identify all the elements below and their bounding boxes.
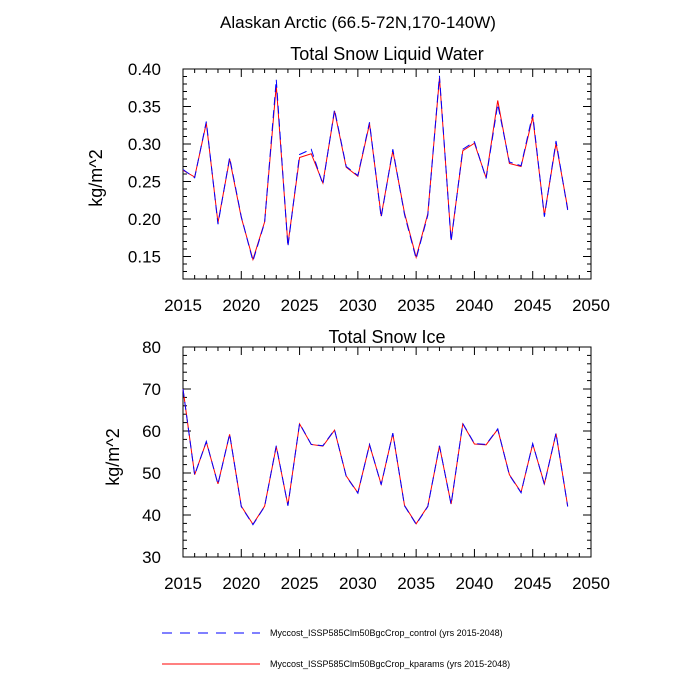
x-tick-label: 2020: [222, 296, 260, 315]
x-tick-label: 2050: [572, 574, 610, 593]
plot-frame: [182, 346, 592, 558]
y-tick-label: 40: [142, 506, 161, 525]
x-tick-label: 2025: [281, 574, 319, 593]
y-tick-label: 0.35: [128, 98, 161, 117]
x-tick-label: 2015: [164, 574, 202, 593]
x-tick-label: 2015: [164, 296, 202, 315]
series-lines: [182, 75, 569, 263]
x-tick-label: 2020: [222, 574, 260, 593]
y-tick-label: 0.20: [128, 210, 161, 229]
series-line-control: [182, 75, 569, 263]
figure-title: Alaskan Arctic (66.5-72N,170-140W): [220, 13, 496, 32]
x-tick-label: 2035: [397, 574, 435, 593]
tick-marks: [182, 346, 592, 558]
tick-labels: 2015 2020 2025 2030 2035 2040 2045 2050 30 40 50 60…: [142, 338, 610, 593]
chart-title: Total Snow Ice: [328, 327, 445, 347]
y-tick-label: 0.25: [128, 173, 161, 192]
legend: Myccost_ISSP585Clm50BgcCrop_control (yrs…: [162, 628, 510, 669]
y-tick-label: 50: [142, 464, 161, 483]
y-tick-label: 70: [142, 380, 161, 399]
x-tick-label: 2045: [514, 296, 552, 315]
x-tick-label: 2045: [514, 574, 552, 593]
legend-label-kparams: Myccost_ISSP585Clm50BgcCrop_kparams (yrs…: [270, 659, 510, 669]
series-lines: [182, 388, 569, 526]
legend-label-control: Myccost_ISSP585Clm50BgcCrop_control (yrs…: [270, 628, 503, 638]
legend-item-kparams: Myccost_ISSP585Clm50BgcCrop_kparams (yrs…: [162, 659, 510, 669]
y-tick-label: 0.30: [128, 135, 161, 154]
legend-item-control: Myccost_ISSP585Clm50BgcCrop_control (yrs…: [162, 628, 503, 638]
series-line-control: [182, 388, 569, 526]
chart-panel-snow-liquid-water: Total Snow Liquid Water kg/m^2 2015 2020 2…: [86, 44, 610, 315]
x-tick-label: 2025: [281, 296, 319, 315]
y-tick-label: 0.15: [128, 248, 161, 267]
y-tick-label: 0.40: [128, 60, 161, 79]
y-axis-label: kg/m^2: [86, 149, 106, 206]
x-tick-label: 2030: [339, 296, 377, 315]
x-tick-label: 2035: [397, 296, 435, 315]
x-tick-label: 2040: [456, 574, 494, 593]
chart-title: Total Snow Liquid Water: [290, 44, 483, 64]
tick-labels: 2015 2020 2025 2030 2035 2040 2045 2050 0.15 0.20…: [128, 60, 610, 315]
y-axis-label: kg/m^2: [103, 428, 123, 485]
x-tick-label: 2050: [572, 296, 610, 315]
tick-marks: [182, 68, 592, 280]
chart-panel-snow-ice: Total Snow Ice kg/m^2 2015 2020 2025 2030 20…: [103, 327, 610, 593]
y-tick-label: 80: [142, 338, 161, 357]
x-tick-label: 2030: [339, 574, 377, 593]
y-tick-label: 60: [142, 422, 161, 441]
y-tick-label: 30: [142, 548, 161, 567]
x-tick-label: 2040: [456, 296, 494, 315]
